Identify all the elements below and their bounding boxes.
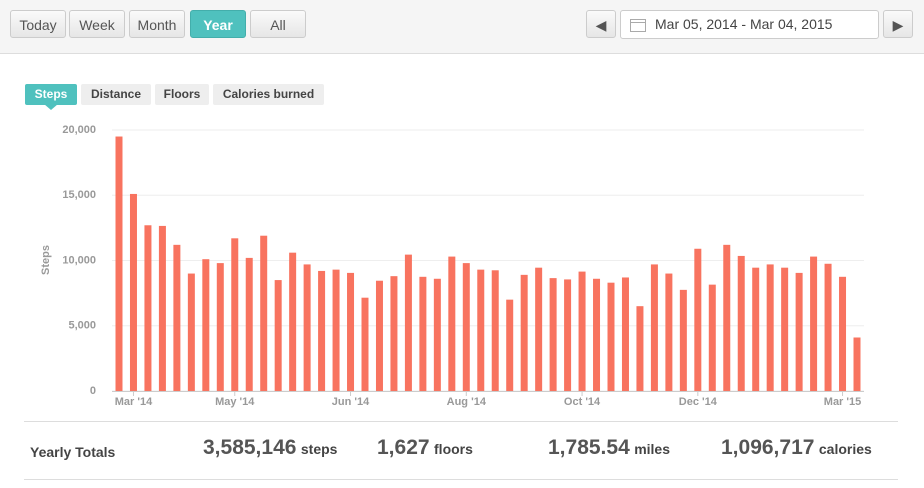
- total-unit: steps: [300, 441, 338, 457]
- date-range-text: Mar 05, 2014 - Mar 04, 2015: [655, 16, 833, 32]
- metric-tab[interactable]: Calories burned: [213, 84, 324, 105]
- y-tick-label: 10,000: [62, 254, 96, 266]
- total-item: 3,585,146 steps: [203, 436, 337, 460]
- range-button[interactable]: Week: [69, 10, 125, 38]
- bar: [824, 263, 832, 391]
- bar: [694, 248, 702, 391]
- x-tick-label: Mar '15: [824, 396, 861, 408]
- x-tick-label: Dec '14: [679, 396, 718, 408]
- bar: [289, 252, 297, 391]
- bar: [390, 276, 398, 391]
- toolbar: ◀ Mar 05, 2014 - Mar 04, 2015 ▶ Today Wee…: [0, 0, 924, 54]
- x-tick-label: Jun '14: [332, 396, 370, 408]
- chart: Steps 0 5,000 10,000 15,000 20,000 Mar '14 May…: [40, 104, 864, 408]
- date-range[interactable]: Mar 05, 2014 - Mar 04, 2015: [620, 10, 879, 39]
- bar: [173, 244, 181, 391]
- bar: [607, 282, 615, 391]
- range-button[interactable]: Today: [10, 10, 66, 38]
- bar: [274, 280, 282, 391]
- y-tick-label: 15,000: [62, 189, 96, 201]
- bar: [347, 272, 355, 391]
- bar: [621, 277, 629, 391]
- bar: [491, 270, 499, 391]
- bar: [202, 259, 210, 391]
- bar: [737, 255, 745, 391]
- divider: [24, 479, 898, 480]
- y-tick-label: 20,000: [62, 124, 96, 136]
- bar: [636, 306, 644, 391]
- total-value: 3,585,146: [203, 436, 297, 459]
- bar: [549, 278, 557, 391]
- bar: [679, 289, 687, 391]
- bar: [593, 278, 601, 391]
- bar: [853, 337, 861, 391]
- bar: [144, 225, 152, 391]
- bar: [245, 257, 253, 391]
- calendar-icon: [630, 19, 646, 32]
- bar: [795, 272, 803, 391]
- metric-tab[interactable]: Steps: [25, 84, 77, 105]
- metric-tab[interactable]: Floors: [155, 84, 209, 105]
- bar: [520, 274, 528, 391]
- bar: [462, 263, 470, 391]
- total-value: 1,785.54: [548, 436, 630, 459]
- bar: [404, 254, 412, 391]
- total-item: 1,627 floors: [377, 436, 473, 460]
- bar: [810, 256, 818, 391]
- total-value: 1,627: [377, 436, 430, 459]
- bar: [448, 256, 456, 391]
- y-tick-label: 0: [90, 385, 96, 397]
- bar: [708, 284, 716, 391]
- total-item: 1,785.54 miles: [548, 436, 670, 460]
- totals-label: Yearly Totals: [30, 444, 116, 460]
- divider: [24, 421, 898, 422]
- bar: [303, 264, 311, 391]
- x-tick-label: Aug '14: [447, 396, 487, 408]
- bar: [129, 193, 137, 391]
- bar: [318, 270, 326, 391]
- bar: [231, 238, 239, 391]
- bar: [578, 271, 586, 391]
- x-tick-label: Mar '14: [115, 396, 153, 408]
- bar: [332, 269, 340, 391]
- total-unit: floors: [434, 441, 473, 457]
- bar: [477, 269, 485, 391]
- bar: [158, 225, 166, 391]
- bar: [115, 136, 123, 391]
- bar: [216, 263, 224, 391]
- bar: [781, 267, 789, 391]
- tab-pointer: [44, 104, 58, 110]
- x-tick-label: Oct '14: [564, 396, 601, 408]
- bar: [419, 276, 427, 391]
- bar: [375, 280, 383, 391]
- bar: [752, 267, 760, 391]
- prev-button[interactable]: ◀: [586, 10, 616, 38]
- bar: [260, 235, 268, 391]
- range-button[interactable]: Month: [129, 10, 185, 38]
- bar: [665, 273, 673, 391]
- next-button[interactable]: ▶: [883, 10, 913, 38]
- y-axis-label: Steps: [40, 245, 52, 275]
- x-tick-label: May '14: [215, 396, 255, 408]
- bar: [187, 273, 195, 391]
- total-value: 1,096,717: [721, 436, 815, 459]
- total-unit: miles: [634, 441, 671, 457]
- range-button[interactable]: All: [250, 10, 306, 38]
- bar: [361, 297, 369, 391]
- bar: [766, 264, 774, 391]
- y-tick-label: 5,000: [68, 320, 96, 332]
- bar: [650, 264, 658, 391]
- bar: [723, 244, 731, 391]
- bar: [433, 278, 441, 391]
- bar: [839, 276, 847, 391]
- metric-tab[interactable]: Distance: [81, 84, 151, 105]
- total-unit: calories: [818, 441, 872, 457]
- bar: [535, 267, 543, 391]
- total-item: 1,096,717 calories: [721, 436, 872, 460]
- range-button[interactable]: Year: [190, 10, 246, 38]
- bar: [506, 299, 514, 391]
- bar: [564, 279, 572, 391]
